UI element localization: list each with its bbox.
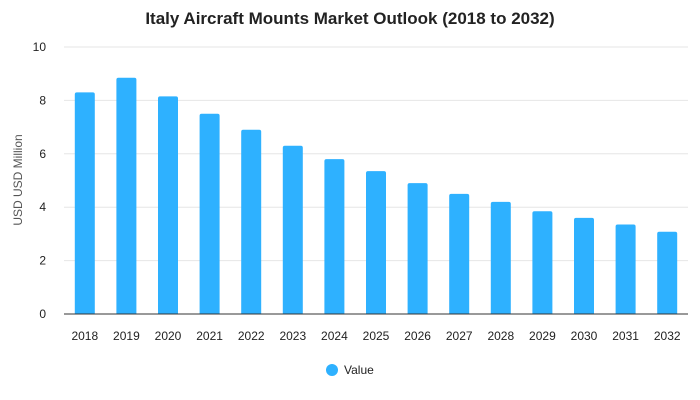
x-axis-ticks: 2018 2019 2020 2021 2022 2023 2024 2025 2026 2027… — [71, 329, 680, 343]
x-tick-label: 2018 — [71, 329, 98, 343]
bars — [74, 77, 678, 315]
bar-2021[interactable] — [199, 113, 220, 314]
bar-2025[interactable] — [366, 171, 386, 314]
x-tick-label: 2032 — [654, 329, 681, 343]
x-tick-label: 2021 — [196, 329, 223, 343]
x-tick-label: 2028 — [487, 329, 514, 343]
bar-2026[interactable] — [407, 183, 428, 314]
y-tick-label: 0 — [39, 307, 46, 321]
y-axis-label: USD USD Million — [11, 134, 25, 225]
x-tick-label: 2029 — [529, 329, 556, 343]
x-tick-label: 2020 — [155, 329, 182, 343]
bar-2028[interactable] — [490, 201, 511, 314]
y-tick-label: 4 — [39, 200, 46, 214]
x-tick-label: 2031 — [612, 329, 639, 343]
bar-2022[interactable] — [241, 129, 262, 314]
bar-2027[interactable] — [449, 193, 470, 314]
x-tick-label: 2030 — [571, 329, 598, 343]
y-tick-label: 2 — [39, 254, 46, 268]
bar-2030[interactable] — [574, 217, 594, 314]
bar-2031[interactable] — [615, 224, 636, 314]
x-tick-label: 2023 — [279, 329, 306, 343]
legend-swatch — [326, 364, 338, 376]
y-axis-ticks: 0 2 4 6 8 10 — [33, 40, 47, 321]
bar-2029[interactable] — [532, 211, 553, 314]
y-tick-label: 6 — [39, 147, 46, 161]
legend[interactable]: Value — [326, 363, 374, 377]
y-tick-label: 10 — [33, 40, 47, 54]
x-tick-label: 2026 — [404, 329, 431, 343]
bar-2024[interactable] — [324, 159, 345, 314]
x-tick-label: 2019 — [113, 329, 140, 343]
y-tick-label: 8 — [39, 93, 46, 107]
x-tick-label: 2022 — [238, 329, 265, 343]
bar-2018[interactable] — [74, 92, 95, 314]
x-tick-label: 2024 — [321, 329, 348, 343]
bar-2019[interactable] — [116, 77, 137, 314]
legend-label: Value — [344, 363, 374, 377]
bar-2032[interactable] — [657, 231, 678, 314]
chart-title: Italy Aircraft Mounts Market Outlook (20… — [145, 9, 554, 28]
bar-2023[interactable] — [282, 145, 303, 314]
bar-2020[interactable] — [158, 96, 178, 315]
x-tick-label: 2027 — [446, 329, 473, 343]
x-tick-label: 2025 — [363, 329, 390, 343]
